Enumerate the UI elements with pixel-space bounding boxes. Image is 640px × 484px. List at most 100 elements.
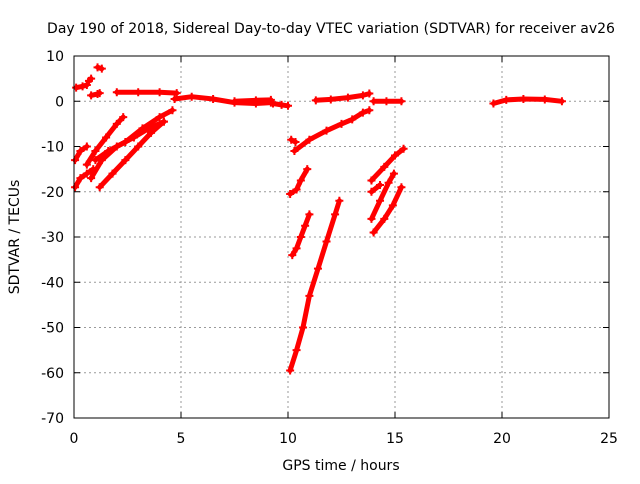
y-tick-label: 0 [55, 94, 64, 110]
data-point [286, 366, 295, 375]
data-point [380, 214, 389, 223]
y-tick-label: -70 [41, 411, 64, 427]
data-point [399, 144, 408, 153]
data-point [82, 80, 91, 89]
data-point [87, 174, 96, 183]
data-point [230, 97, 239, 106]
data-point [155, 113, 164, 122]
data-point [388, 201, 397, 210]
data-point [365, 106, 374, 115]
grid-lines [74, 56, 609, 418]
data-point [108, 169, 117, 178]
data-point [313, 264, 322, 273]
data-point [172, 89, 181, 98]
series-25-track [371, 184, 404, 235]
x-axis-label: GPS time / hours [282, 458, 399, 474]
tick-labels: 0 5 10 15 20 25 10 0 -10 -20 -30 -40 -50 -60 -70 [41, 49, 618, 447]
data-point [296, 233, 305, 241]
data-point [87, 91, 96, 100]
data-point [337, 119, 346, 128]
series-22-track [369, 146, 407, 183]
data-point [382, 97, 391, 106]
y-tick-label: -10 [41, 140, 64, 156]
y-tick-label: -30 [41, 230, 64, 246]
data-point [369, 97, 378, 106]
data-point [290, 147, 299, 156]
data-point [348, 115, 357, 124]
data-point [269, 99, 278, 108]
data-point [287, 135, 296, 144]
series-11-track [114, 89, 180, 96]
data-point [369, 228, 378, 237]
data-point [296, 176, 305, 185]
data-point [76, 174, 85, 183]
data-point [519, 94, 528, 103]
data-point [292, 346, 301, 355]
x-tick-label: 10 [279, 431, 297, 447]
data-point [93, 63, 102, 72]
data-point [391, 151, 399, 160]
data-point [147, 128, 156, 137]
data-point [326, 95, 335, 104]
data-point [168, 106, 177, 115]
data-point [291, 137, 300, 146]
data-point [298, 323, 307, 332]
data-point [91, 147, 100, 156]
x-tick-label: 15 [386, 431, 404, 447]
data-point [95, 183, 104, 192]
data-point [376, 196, 385, 205]
series-23-track [369, 182, 383, 195]
data-point [331, 210, 340, 219]
y-tick-label: -50 [41, 321, 64, 337]
data-point [97, 64, 106, 73]
data-point [284, 101, 292, 110]
x-tick-label: 25 [600, 431, 618, 447]
data-point [389, 169, 398, 178]
axes [73, 55, 610, 419]
data-point [121, 156, 130, 165]
data-point [102, 133, 111, 142]
data-point [292, 244, 301, 253]
y-tick-label: -40 [41, 275, 64, 291]
data-point [489, 99, 498, 108]
data-point [502, 95, 511, 104]
data-point [367, 176, 376, 185]
data-point [91, 156, 100, 165]
data-point [155, 88, 164, 97]
data-point [322, 237, 331, 246]
data-point [384, 178, 393, 187]
data-point [358, 91, 367, 100]
data-point [376, 180, 385, 189]
data-point [134, 88, 143, 97]
data-point [292, 185, 301, 194]
data-point [72, 83, 81, 92]
data-point [380, 162, 389, 171]
data-point [367, 187, 376, 196]
data-point [209, 94, 218, 103]
x-tick-label: 5 [177, 431, 186, 447]
series-2-track [72, 166, 96, 190]
data-point [305, 291, 314, 300]
data-point [322, 126, 331, 135]
data-point [134, 142, 143, 151]
series-9-track [97, 119, 167, 190]
data-point [365, 89, 374, 98]
data-point [288, 251, 297, 260]
data-point [87, 74, 96, 83]
data-point [78, 82, 87, 91]
data-point [397, 97, 406, 106]
x-tick-label: 0 [70, 431, 79, 447]
data-point [305, 135, 314, 144]
data-point [82, 169, 91, 178]
data-point [557, 97, 566, 106]
data-point [71, 156, 80, 165]
series-17-track [287, 166, 310, 197]
data-point [138, 124, 147, 133]
series-10-track [92, 107, 175, 163]
data-point [367, 214, 376, 223]
data-point [303, 165, 312, 174]
series-19-track [287, 198, 342, 373]
chart-title: Day 190 of 2018, Sidereal Day-to-day VTE… [47, 21, 615, 37]
